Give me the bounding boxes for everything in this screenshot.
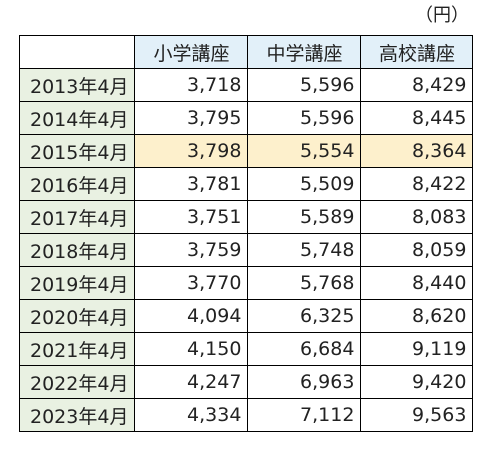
table-row: 2013年4月 3,718 5,596 8,429 (18, 68, 474, 102)
table-row: 2022年4月 4,247 6,963 9,420 (18, 365, 474, 399)
high-school-value: 9,119 (360, 332, 474, 366)
column-header-junior-high: 中学講座 (247, 35, 362, 69)
high-school-value: 8,364 (360, 134, 474, 168)
high-school-value: 8,422 (360, 167, 474, 201)
elementary-value: 3,718 (134, 68, 249, 102)
table-row: 2018年4月 3,759 5,748 8,059 (18, 233, 474, 267)
elementary-value: 4,150 (134, 332, 249, 366)
price-table: 小学講座 中学講座 高校講座 2013年4月 3,718 5,596 8,429 201… (18, 35, 474, 432)
high-school-value: 8,083 (360, 200, 474, 234)
high-school-value: 8,059 (360, 233, 474, 267)
junior-high-value: 5,589 (247, 200, 362, 234)
high-school-value: 9,420 (360, 365, 474, 399)
row-label-date: 2016年4月 (18, 167, 136, 201)
elementary-value: 4,247 (134, 365, 249, 399)
table-row: 2014年4月 3,795 5,596 8,445 (18, 101, 474, 135)
row-label-date: 2018年4月 (18, 233, 136, 267)
table-header: 小学講座 中学講座 高校講座 (18, 35, 474, 69)
high-school-value: 8,440 (360, 266, 474, 300)
elementary-value: 3,781 (134, 167, 249, 201)
table-row: 2020年4月 4,094 6,325 8,620 (18, 299, 474, 333)
row-label-date: 2014年4月 (18, 101, 136, 135)
unit-label: （円） (415, 5, 469, 26)
junior-high-value: 5,509 (247, 167, 362, 201)
column-header-elementary: 小学講座 (134, 35, 249, 69)
table-row: 2017年4月 3,751 5,589 8,083 (18, 200, 474, 234)
junior-high-value: 7,112 (247, 398, 362, 432)
junior-high-value: 6,963 (247, 365, 362, 399)
high-school-value: 8,429 (360, 68, 474, 102)
row-label-date: 2015年4月 (18, 134, 136, 168)
row-label-date: 2022年4月 (18, 365, 136, 399)
junior-high-value: 5,748 (247, 233, 362, 267)
row-label-date: 2023年4月 (18, 398, 136, 432)
table-row: 2023年4月 4,334 7,112 9,563 (18, 398, 474, 432)
elementary-value: 3,759 (134, 233, 249, 267)
row-label-date: 2020年4月 (18, 299, 136, 333)
header-row: 小学講座 中学講座 高校講座 (18, 35, 474, 69)
row-label-date: 2017年4月 (18, 200, 136, 234)
elementary-value: 3,795 (134, 101, 249, 135)
corner-cell (18, 35, 136, 69)
elementary-value: 3,751 (134, 200, 249, 234)
elementary-value: 4,094 (134, 299, 249, 333)
high-school-value: 8,445 (360, 101, 474, 135)
table-body: 2013年4月 3,718 5,596 8,429 2014年4月 3,795 5,596 8… (18, 68, 474, 432)
junior-high-value: 6,684 (247, 332, 362, 366)
row-label-date: 2019年4月 (18, 266, 136, 300)
junior-high-value: 5,596 (247, 68, 362, 102)
row-label-date: 2013年4月 (18, 68, 136, 102)
junior-high-value: 5,768 (247, 266, 362, 300)
row-label-date: 2021年4月 (18, 332, 136, 366)
elementary-value: 3,798 (134, 134, 249, 168)
high-school-value: 9,563 (360, 398, 474, 432)
column-header-high-school: 高校講座 (360, 35, 474, 69)
table-row: 2019年4月 3,770 5,768 8,440 (18, 266, 474, 300)
junior-high-value: 5,554 (247, 134, 362, 168)
elementary-value: 4,334 (134, 398, 249, 432)
junior-high-value: 5,596 (247, 101, 362, 135)
high-school-value: 8,620 (360, 299, 474, 333)
elementary-value: 3,770 (134, 266, 249, 300)
junior-high-value: 6,325 (247, 299, 362, 333)
table-row: 2015年4月 3,798 5,554 8,364 (18, 134, 474, 168)
table-row: 2021年4月 4,150 6,684 9,119 (18, 332, 474, 366)
table-row: 2016年4月 3,781 5,509 8,422 (18, 167, 474, 201)
